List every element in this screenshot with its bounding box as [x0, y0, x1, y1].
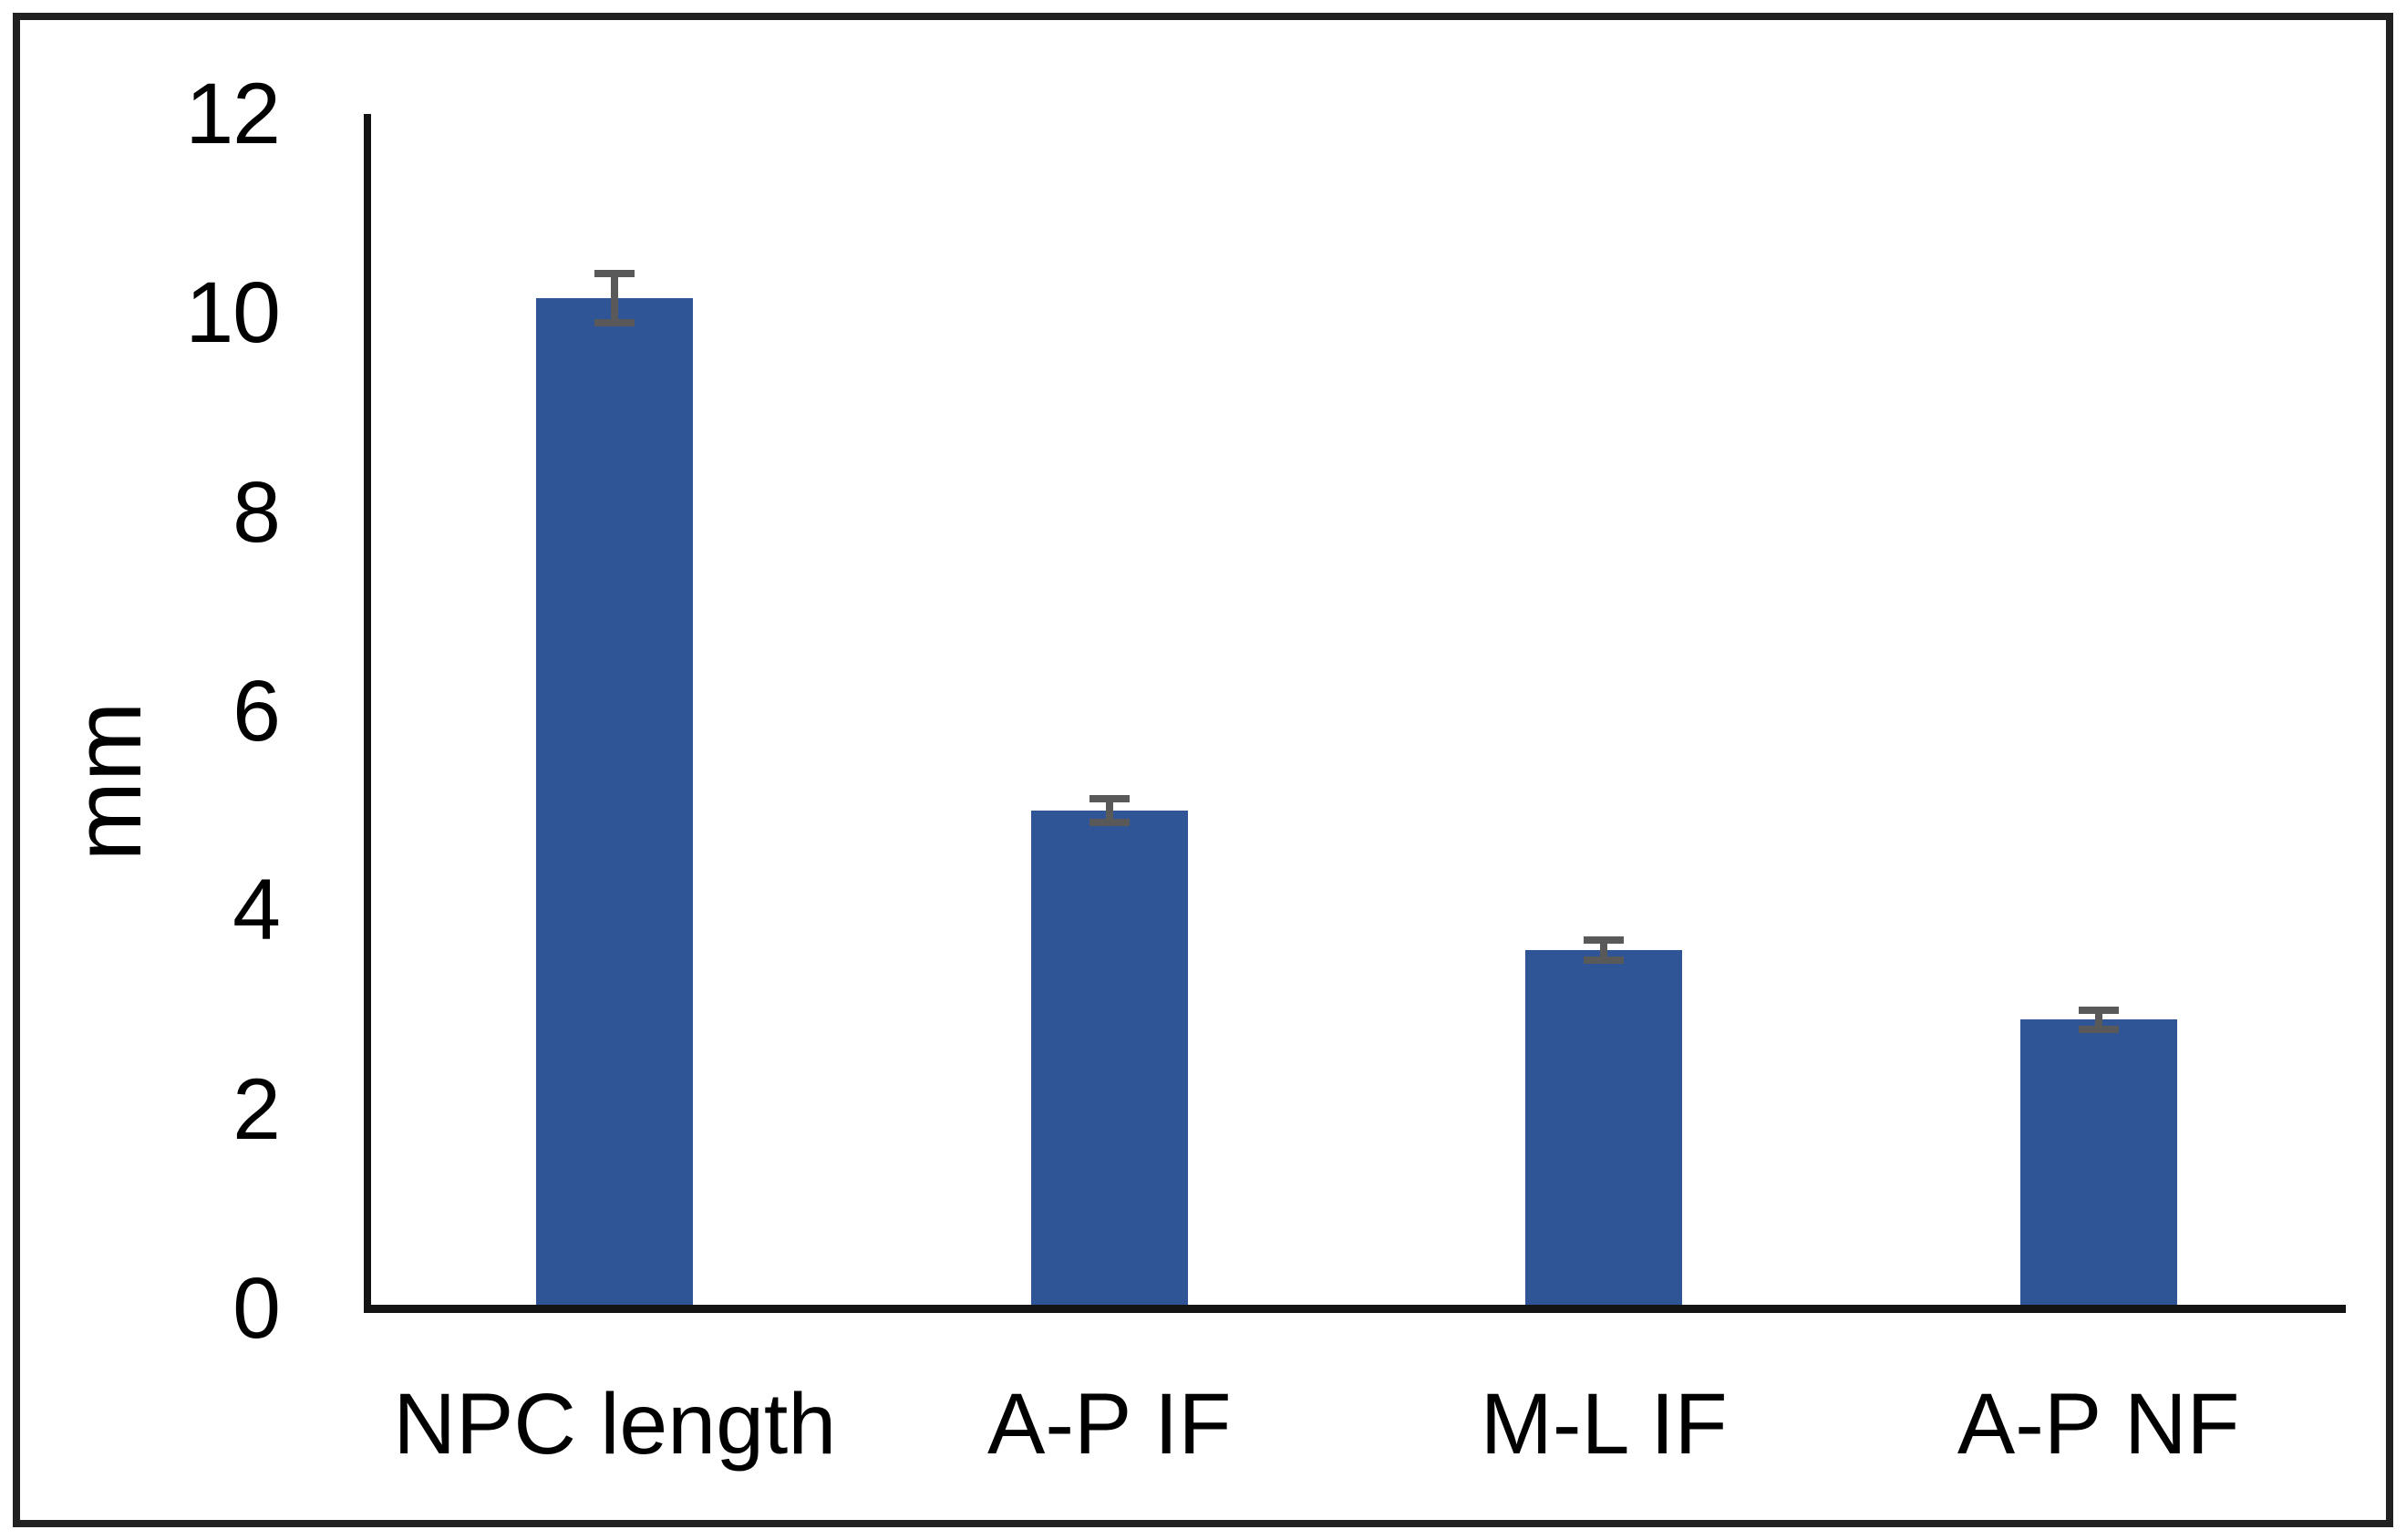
y-tick-label: 6: [232, 663, 281, 760]
figure-border: [13, 13, 2393, 1527]
y-axis-line: [364, 114, 371, 1313]
y-tick-label: 2: [232, 1060, 281, 1158]
x-axis-line: [364, 1305, 2346, 1313]
x-category-label: A-P IF: [987, 1376, 1232, 1473]
y-tick-label: 10: [185, 264, 281, 362]
x-category-label: A-P NF: [1957, 1376, 2240, 1473]
bar-npc-length: [536, 297, 694, 1309]
error-bar-cap-top: [1584, 936, 1625, 945]
bar-a-p-if: [1030, 811, 1188, 1309]
x-category-label: NPC length: [393, 1376, 837, 1473]
error-bar-cap-bottom: [594, 319, 635, 327]
error-bar-line: [611, 273, 619, 324]
error-bar-cap-top: [594, 269, 635, 277]
y-tick-label: 8: [232, 463, 281, 561]
error-bar-cap-top: [1089, 795, 1130, 803]
error-bar-line: [1105, 799, 1113, 823]
error-bar-line: [2094, 1009, 2102, 1030]
error-bar-cap-bottom: [2078, 1026, 2119, 1034]
y-tick-label: 0: [232, 1260, 281, 1357]
y-tick-label: 12: [185, 66, 281, 162]
error-bar-cap-top: [2078, 1006, 2119, 1014]
bar-a-p-nf: [2019, 1019, 2177, 1309]
y-tick-label: 4: [232, 862, 281, 959]
bar-m-l-if: [1525, 950, 1683, 1309]
error-bar-line: [1600, 940, 1608, 960]
error-bar-cap-bottom: [1584, 956, 1625, 964]
x-category-label: M-L IF: [1480, 1376, 1728, 1473]
error-bar-cap-bottom: [1089, 819, 1130, 827]
